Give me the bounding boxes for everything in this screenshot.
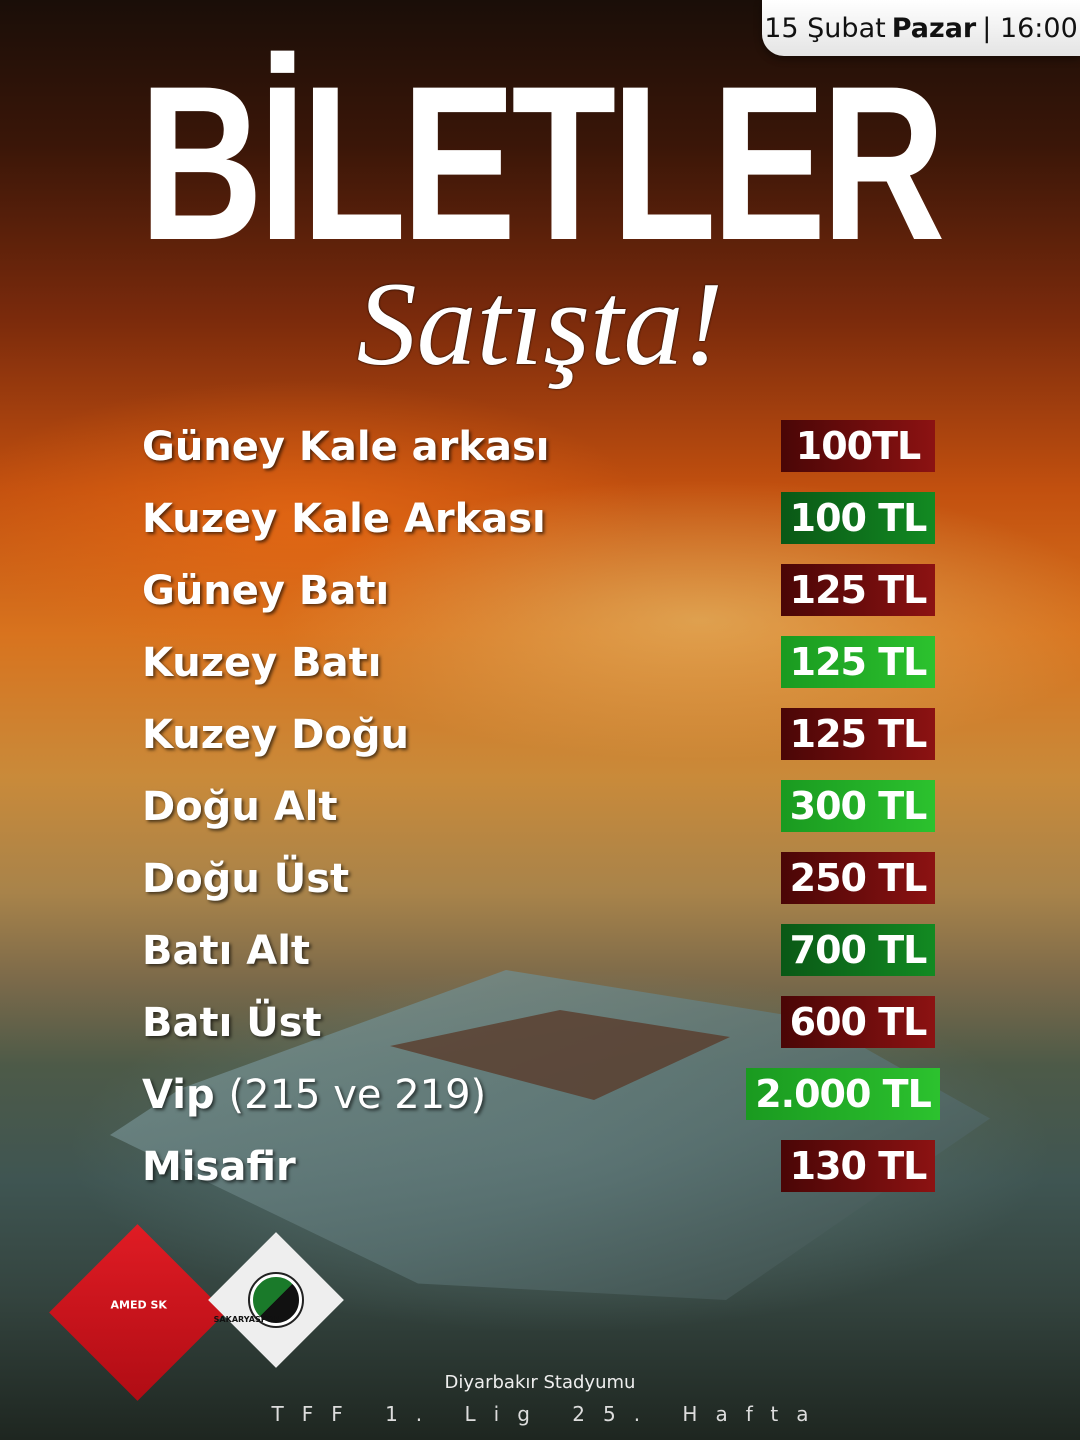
price-badge: 250 TL	[781, 852, 935, 904]
match-day: Pazar	[891, 12, 977, 44]
sakaryaspor-crest-text: SAKARYASPOR	[213, 1314, 280, 1324]
price-row: Güney Kale arkası 100TL	[142, 420, 942, 472]
section-label: Vip	[142, 1072, 215, 1118]
section-label: Doğu Üst	[142, 856, 350, 902]
section-name: Kuzey Kale Arkası	[142, 496, 546, 542]
price-row: Kuzey Batı 125 TL	[142, 636, 942, 688]
match-time: 16:00	[999, 12, 1078, 44]
section-name: Kuzey Doğu	[142, 712, 409, 758]
league-round: TFF 1. Lig 25. Hafta	[271, 1402, 827, 1426]
amed-sk-crest-text: AMED SK	[110, 1298, 167, 1312]
sakaryaspor-crest-icon	[236, 1260, 316, 1340]
page-title: BİLETLER	[139, 40, 945, 286]
price-badge: 300 TL	[781, 780, 935, 832]
price-row: Güney Batı 125 TL	[142, 564, 942, 616]
section-name: Doğu Üst	[142, 856, 349, 902]
price-row: Batı Üst 600 TL	[142, 996, 942, 1048]
section-name: Vip (215 ve 219)	[142, 1072, 486, 1118]
section-name: Doğu Alt	[142, 784, 338, 830]
section-name: Batı Üst	[142, 1000, 322, 1046]
price-row: Doğu Alt 300 TL	[142, 780, 942, 832]
section-label: Güney Batı	[142, 568, 390, 614]
price-badge: 125 TL	[781, 564, 935, 616]
match-date: 15 Şubat	[764, 12, 886, 44]
separator: |	[982, 12, 992, 44]
section-name: Güney Batı	[142, 568, 389, 614]
price-row: Vip (215 ve 219) 2.000 TL	[142, 1068, 942, 1120]
section-label: Doğu Alt	[142, 784, 338, 830]
subtitle-script: Satışta!	[356, 257, 724, 390]
price-row: Batı Alt 700 TL	[142, 924, 942, 976]
price-row: Kuzey Doğu 125 TL	[142, 708, 942, 760]
price-badge: 130 TL	[781, 1140, 935, 1192]
price-badge: 100 TL	[781, 492, 935, 544]
section-note: (215 ve 219)	[228, 1072, 487, 1118]
price-badge: 100TL	[781, 420, 935, 472]
section-label: Kuzey Batı	[142, 640, 382, 686]
section-label: Batı Alt	[142, 928, 311, 974]
section-name: Misafir	[142, 1144, 296, 1190]
price-row: Kuzey Kale Arkası 100 TL	[142, 492, 942, 544]
section-label: Misafir	[142, 1144, 296, 1190]
match-date-tab: 15 Şubat Pazar | 16:00	[762, 0, 1080, 56]
price-badge: 125 TL	[781, 708, 935, 760]
price-badge: 2.000 TL	[746, 1068, 940, 1120]
price-badge: 125 TL	[781, 636, 935, 688]
price-row: Doğu Üst 250 TL	[142, 852, 942, 904]
section-label: Güney Kale arkası	[142, 424, 550, 470]
section-label: Kuzey Doğu	[142, 712, 409, 758]
section-label: Kuzey Kale Arkası	[142, 496, 546, 542]
section-name: Güney Kale arkası	[142, 424, 550, 470]
price-badge: 700 TL	[781, 924, 935, 976]
section-label: Batı Üst	[142, 1000, 322, 1046]
section-name: Kuzey Batı	[142, 640, 382, 686]
price-row: Misafir 130 TL	[142, 1140, 942, 1192]
price-badge: 600 TL	[781, 996, 935, 1048]
section-name: Batı Alt	[142, 928, 310, 974]
sakaryaspor-logo: SAKARYASPOR	[208, 1232, 344, 1368]
venue: Diyarbakır Stadyumu	[444, 1372, 636, 1393]
